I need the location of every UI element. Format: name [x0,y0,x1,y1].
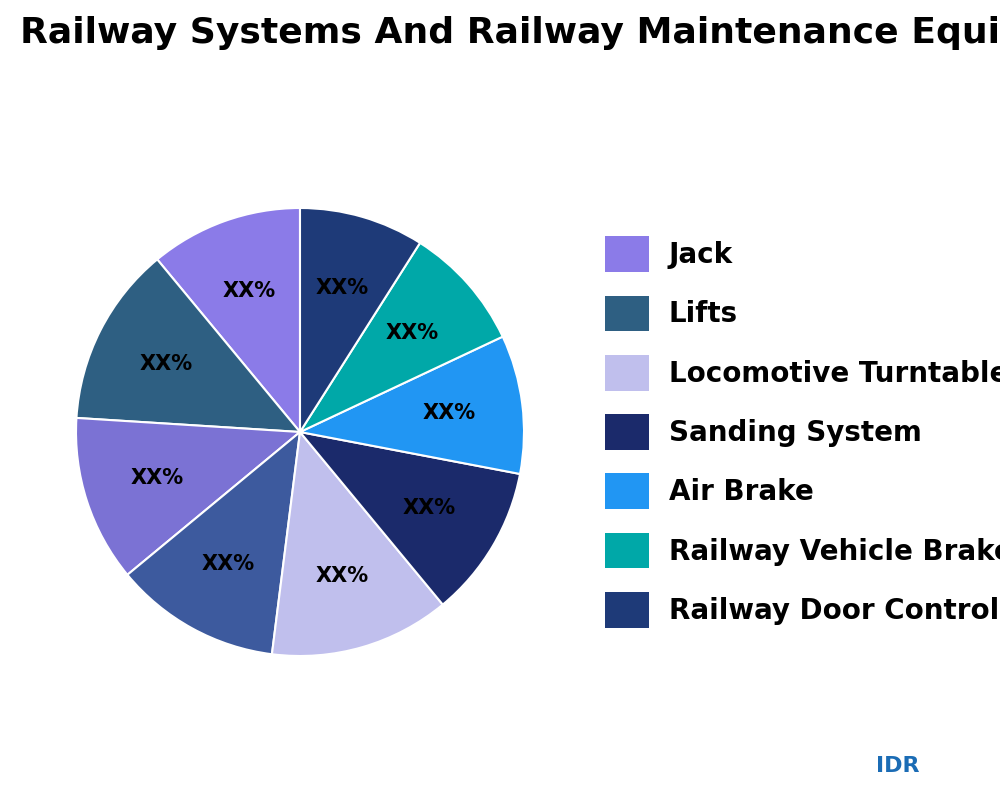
Text: XX%: XX% [386,322,439,342]
Text: XX%: XX% [223,281,276,301]
Wedge shape [300,432,520,605]
Text: XX%: XX% [315,278,368,298]
Wedge shape [157,208,300,432]
Text: XX%: XX% [403,498,456,518]
Text: Railway Systems And Railway Maintenance Equipm: Railway Systems And Railway Maintenance … [20,16,1000,50]
Wedge shape [272,432,443,656]
Wedge shape [300,337,524,474]
Text: XX%: XX% [140,354,193,374]
Wedge shape [300,243,503,432]
Wedge shape [76,259,300,432]
Legend: Jack, Lifts, Locomotive Turntable, Sanding System, Air Brake, Railway Vehicle Br: Jack, Lifts, Locomotive Turntable, Sandi… [594,225,1000,639]
Text: IDR: IDR [876,756,920,776]
Wedge shape [300,208,420,432]
Wedge shape [127,432,300,654]
Text: XX%: XX% [315,566,368,586]
Text: XX%: XX% [201,554,254,574]
Text: XX%: XX% [131,468,184,488]
Text: XX%: XX% [422,403,475,423]
Wedge shape [76,418,300,574]
